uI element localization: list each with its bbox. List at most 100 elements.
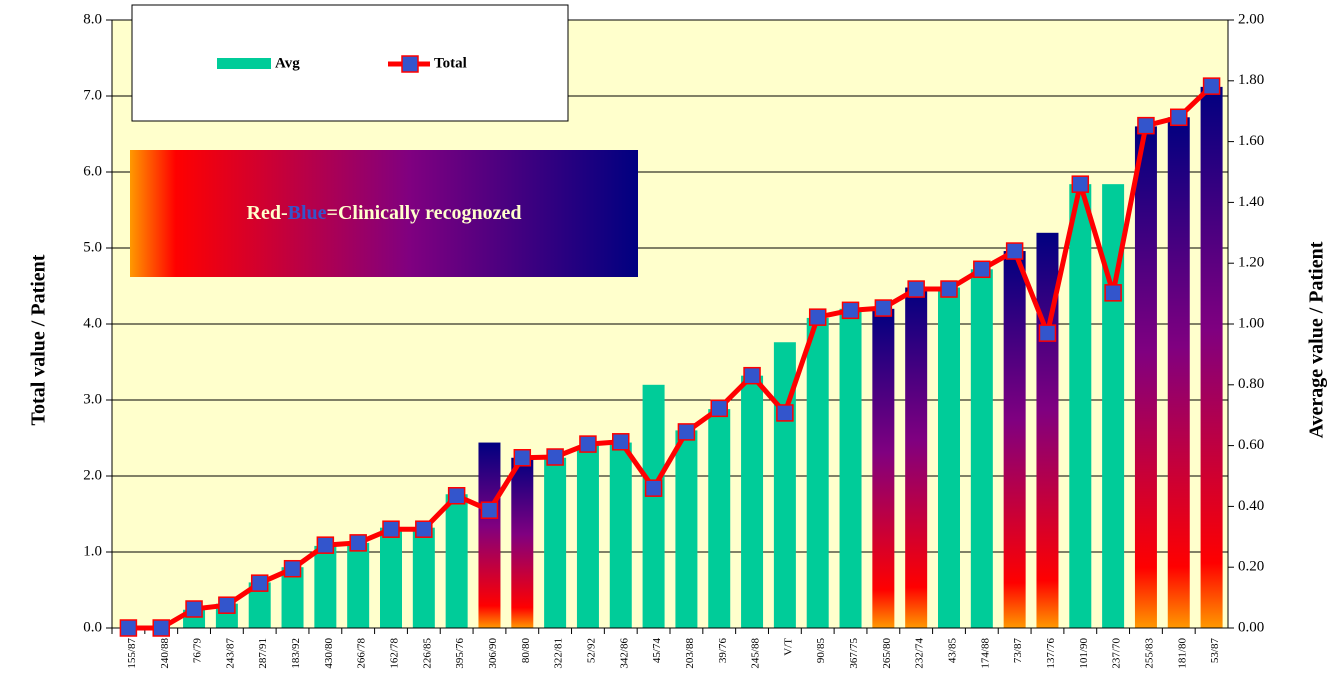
marker	[480, 501, 499, 519]
bar	[806, 317, 829, 628]
x-tick-label: 243/87	[224, 638, 236, 669]
marker	[185, 600, 203, 618]
legend-swatch	[217, 58, 271, 69]
y2-tick-label: 0.60	[1238, 437, 1264, 453]
y-tick-label: 4.0	[83, 315, 102, 331]
marker	[579, 435, 597, 453]
bar	[839, 308, 862, 628]
bar	[445, 494, 468, 628]
y2-axis-title: Average value / Patient	[1306, 241, 1328, 438]
x-tick-label: 322/81	[553, 638, 565, 669]
marker	[415, 520, 433, 538]
bar	[281, 567, 304, 628]
marker	[1005, 242, 1024, 260]
x-tick-label: 90/85	[815, 638, 827, 664]
x-tick-label: 137/76	[1045, 638, 1057, 669]
x-tick-label: 43/85	[947, 638, 959, 664]
x-tick-label: 266/78	[356, 638, 368, 669]
bar	[708, 409, 731, 628]
marker	[677, 423, 696, 441]
bar	[314, 545, 337, 628]
marker	[1104, 284, 1122, 302]
x-tick-label: 162/78	[389, 638, 401, 669]
x-tick-label: 39/76	[717, 638, 729, 664]
bar	[741, 375, 764, 628]
marker	[1038, 324, 1057, 342]
marker	[283, 559, 302, 578]
marker	[1170, 108, 1188, 127]
y-tick-label: 0.0	[83, 619, 102, 635]
x-tick-label: 306/90	[487, 638, 499, 669]
y-tick-label: 3.0	[83, 391, 102, 407]
marker	[1202, 77, 1221, 95]
y-tick-label: 1.0	[83, 543, 102, 559]
marker	[316, 536, 335, 554]
y2-tick-label: 1.20	[1238, 255, 1264, 271]
y2-tick-label: 2.00	[1238, 11, 1264, 27]
x-tick-label: 203/88	[684, 638, 696, 669]
x-tick-label: 45/74	[651, 638, 663, 664]
marker	[119, 619, 138, 637]
bar	[938, 287, 960, 628]
x-tick-label: 183/92	[290, 638, 302, 669]
y2-tick-label: 1.80	[1238, 72, 1264, 88]
x-tick-label: 174/88	[979, 638, 991, 669]
marker	[250, 574, 269, 592]
marker	[612, 433, 630, 451]
y2-tick-label: 1.60	[1238, 133, 1264, 149]
legend-label: Total	[434, 55, 467, 71]
bar	[1003, 251, 1026, 629]
marker	[1071, 175, 1090, 193]
y2-tick-label: 0.80	[1238, 376, 1264, 392]
x-tick-label: 76/79	[192, 638, 204, 664]
y-tick-label: 8.0	[83, 11, 102, 27]
x-tick-label: 255/83	[1143, 638, 1155, 669]
bar	[380, 527, 402, 628]
marker	[546, 448, 564, 466]
marker	[710, 399, 728, 418]
marker	[874, 299, 893, 317]
marker	[940, 280, 958, 298]
marker	[808, 308, 827, 326]
marker	[907, 280, 925, 298]
x-tick-label: 52/92	[585, 638, 597, 663]
y-tick-label: 2.0	[83, 467, 102, 483]
annotation: Red-Blue=Clinically recognozed	[247, 202, 522, 224]
y2-tick-label: 0.00	[1238, 619, 1264, 635]
annotation-part: Red-	[247, 202, 288, 224]
y-tick-label: 7.0	[83, 87, 102, 103]
bar	[970, 269, 993, 628]
x-tick-label: 155/87	[126, 638, 138, 669]
x-tick-label: 287/91	[257, 638, 269, 669]
x-tick-label: 265/80	[881, 638, 893, 669]
x-tick-label: 237/70	[1111, 638, 1123, 669]
y2-tick-label: 0.40	[1238, 498, 1264, 514]
x-tick-label: 395/76	[454, 638, 466, 669]
x-tick-label: 342/86	[618, 638, 630, 669]
bar	[675, 430, 698, 628]
x-tick-label: 245/88	[750, 638, 762, 669]
marker	[218, 596, 236, 614]
y2-tick-label: 1.40	[1238, 194, 1264, 210]
bar	[544, 457, 567, 628]
annotation-part: Blue	[288, 202, 327, 224]
legend-box	[131, 4, 569, 122]
marker	[776, 404, 794, 422]
annotation-part: =Clinically recognozed	[327, 202, 522, 224]
marker	[841, 301, 860, 320]
legend-marker	[401, 55, 419, 73]
x-tick-label: 181/80	[1176, 638, 1188, 669]
x-tick-label: 53/87	[1209, 638, 1221, 664]
x-tick-label: V/T	[782, 638, 794, 656]
bar	[1200, 86, 1223, 628]
y2-tick-label: 0.20	[1238, 559, 1264, 575]
marker	[152, 619, 170, 637]
bar	[478, 442, 501, 628]
x-tick-label: 73/87	[1012, 638, 1024, 664]
bar	[905, 287, 928, 628]
x-tick-label: 101/90	[1078, 638, 1090, 669]
bar	[576, 445, 599, 628]
bar	[609, 442, 632, 628]
marker	[349, 534, 367, 552]
